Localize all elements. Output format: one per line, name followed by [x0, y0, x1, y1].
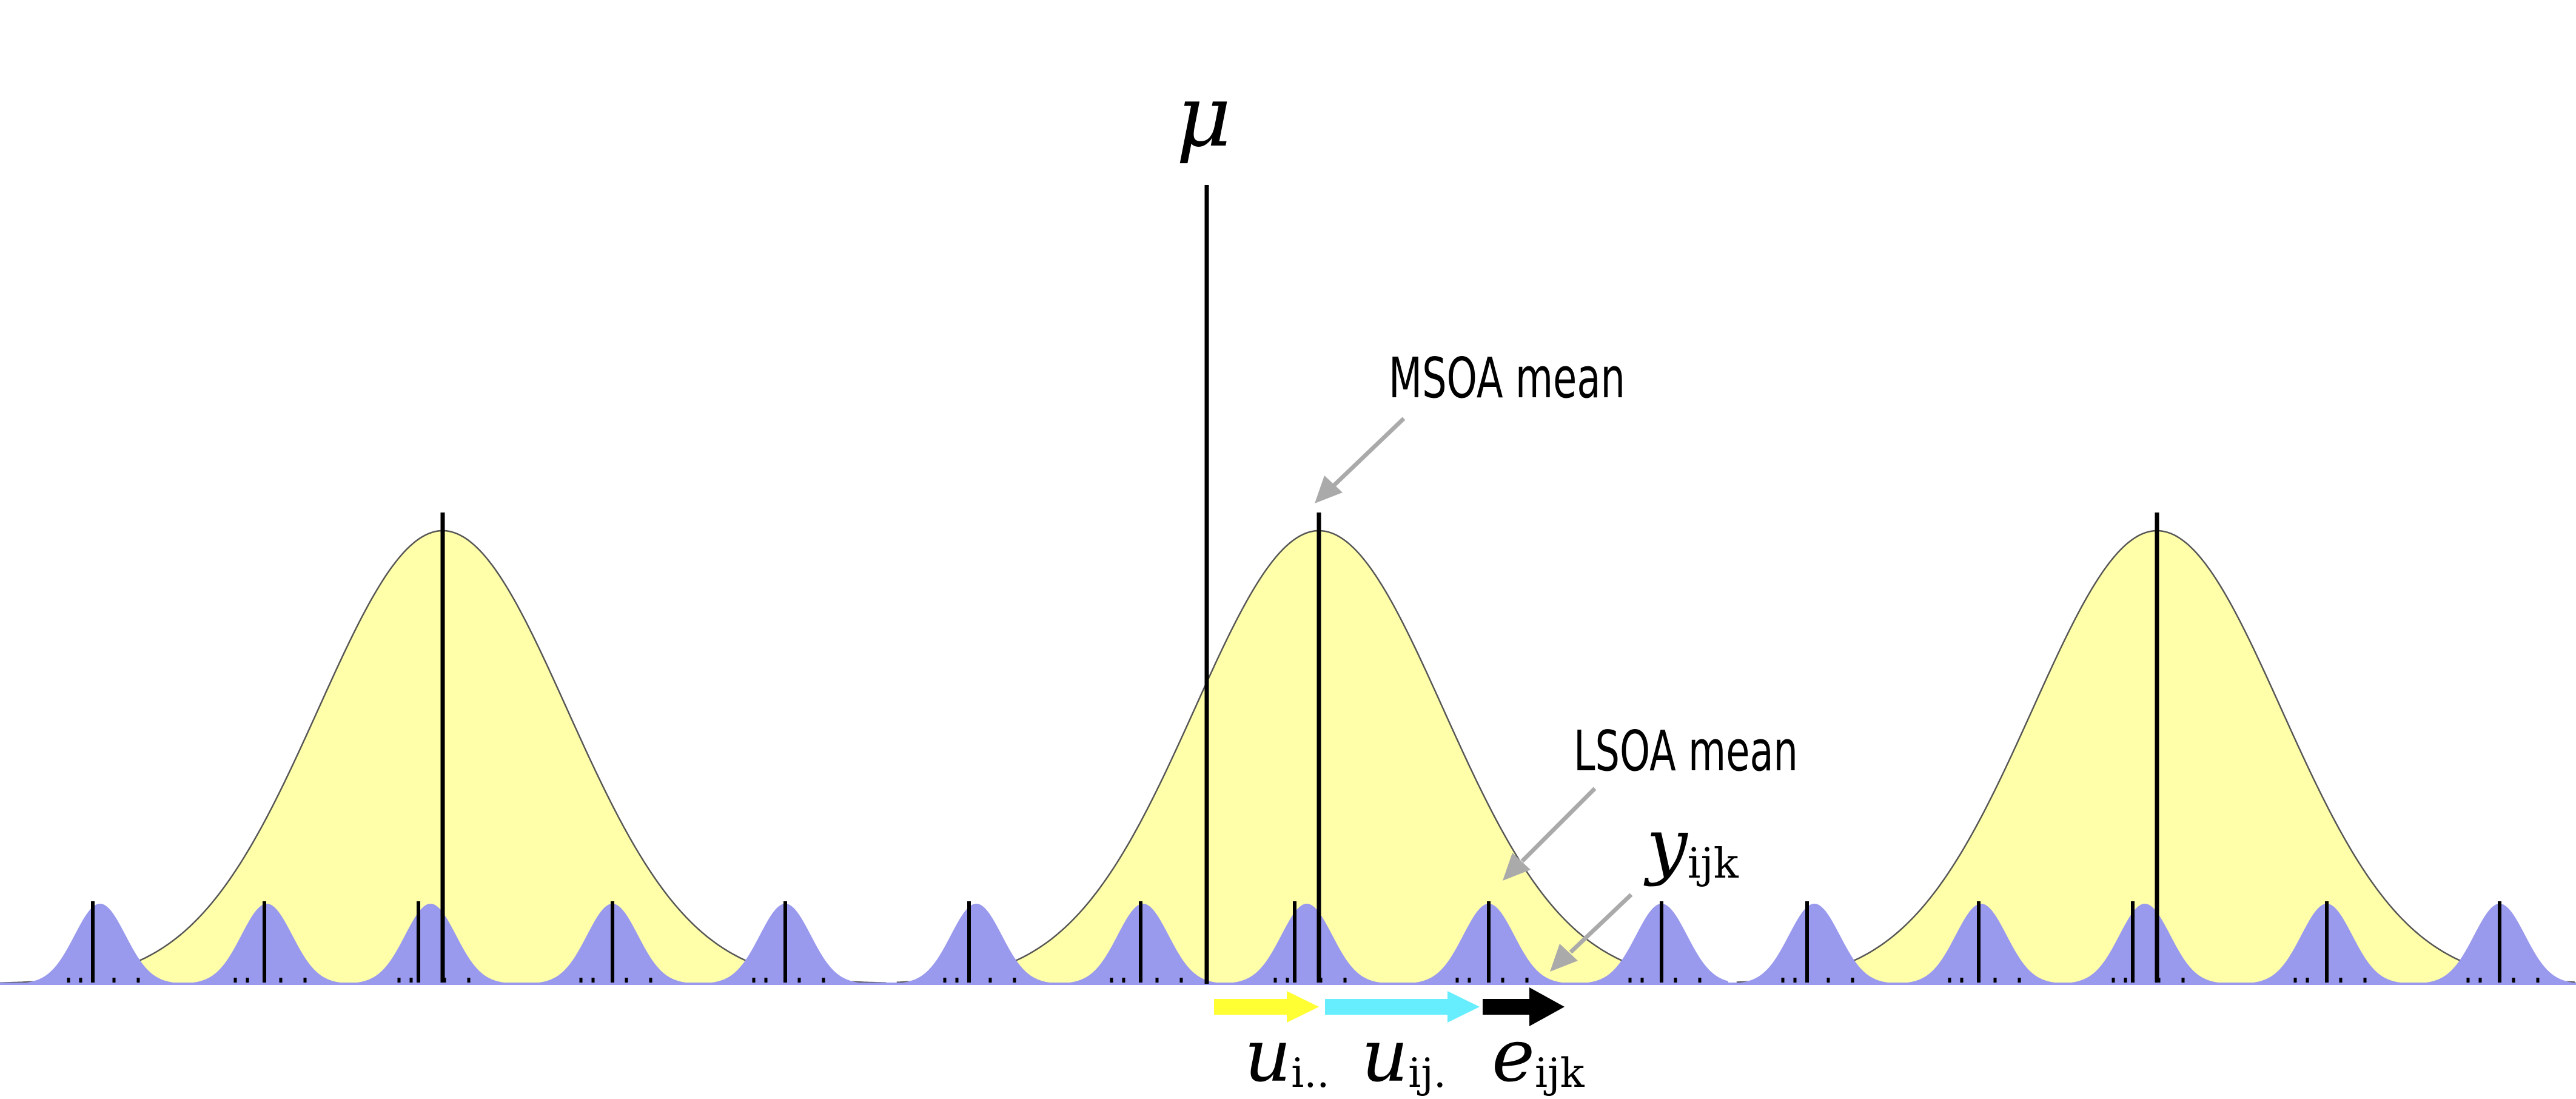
lsoa-curve: [1860, 904, 2102, 984]
mean-lines: [91, 513, 2501, 984]
u-i-arrow: [1214, 991, 1319, 1023]
lsoa-curve: [1737, 904, 1936, 984]
lsoa-curve: [1186, 904, 1428, 984]
lsoa-pointer-arrow: [1503, 787, 1597, 881]
y-symbol: y: [1643, 804, 1689, 888]
e-ijk-arrow: [1483, 987, 1565, 1026]
lsoa-mean-label: LSOA mean: [1574, 719, 1798, 784]
e-ijk-label: eijk: [1492, 1014, 1585, 1098]
lsoa-curve: [1022, 904, 1264, 984]
mu-label: μ: [1176, 67, 1232, 166]
lsoa-curve: [897, 904, 1098, 984]
lsoa-curve: [1540, 904, 1728, 984]
y-subscript: ijk: [1688, 840, 1739, 888]
lsoa-curve: [2378, 904, 2576, 984]
msoa-mean-label: MSOA mean: [1389, 346, 1625, 411]
lsoa-curve: [0, 904, 221, 984]
lsoa-curve: [309, 904, 552, 984]
y-ijk-label: yijk: [1643, 804, 1739, 888]
y-pointer-arrow: [1550, 893, 1633, 972]
lsoa-curve: [146, 904, 388, 984]
component-arrows: [1214, 987, 1565, 1026]
lsoa-curve: [664, 904, 885, 984]
u-ij-label: uij.: [1361, 1014, 1446, 1098]
lsoa-curve: [2024, 904, 2266, 984]
msoa-distributions: [0, 529, 2576, 985]
u-i-label: ui..: [1244, 1014, 1329, 1098]
u-ij-arrow: [1325, 991, 1480, 1023]
msoa-pointer-arrow: [1315, 417, 1406, 503]
